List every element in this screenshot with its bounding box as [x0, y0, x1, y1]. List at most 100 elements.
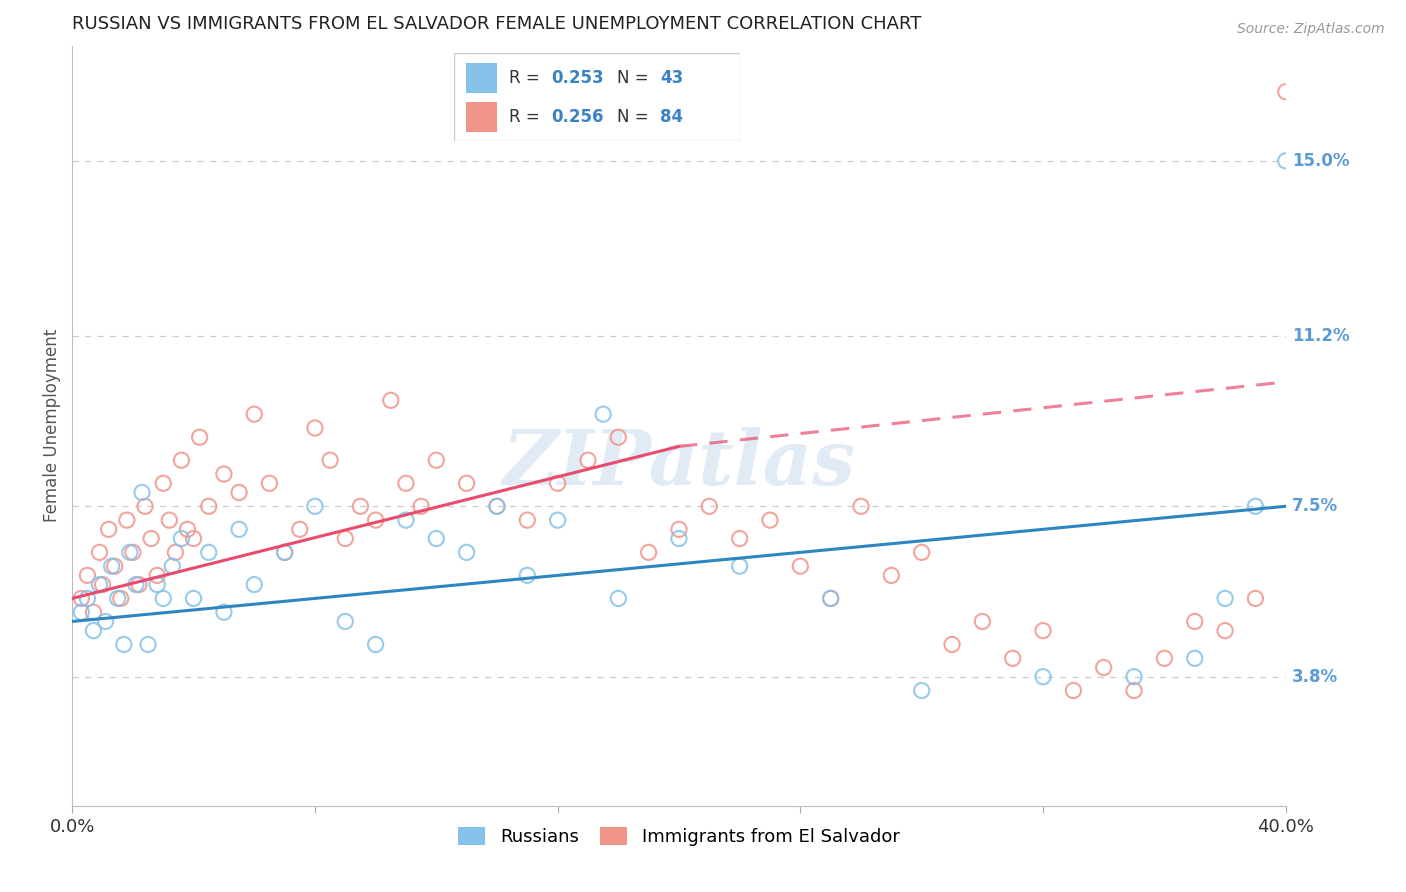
Point: [146, 577, 169, 591]
Point: [319, 453, 342, 467]
Point: [125, 577, 148, 591]
Point: [789, 559, 811, 574]
Point: [176, 522, 198, 536]
Point: [395, 476, 418, 491]
Point: [1213, 624, 1236, 638]
Point: [212, 605, 235, 619]
Point: [1274, 153, 1296, 168]
Point: [76, 591, 98, 606]
Point: [162, 559, 184, 574]
Point: [152, 476, 174, 491]
Point: [1153, 651, 1175, 665]
Point: [849, 500, 872, 514]
Point: [1244, 591, 1267, 606]
Point: [70, 591, 93, 606]
Point: [304, 500, 326, 514]
Point: [820, 591, 842, 606]
Point: [941, 638, 963, 652]
Text: 15.0%: 15.0%: [1292, 152, 1350, 169]
Point: [576, 453, 599, 467]
Point: [112, 638, 135, 652]
Point: [91, 577, 114, 591]
Point: [911, 683, 934, 698]
Point: [100, 559, 122, 574]
Point: [107, 591, 129, 606]
Point: [152, 591, 174, 606]
Point: [228, 485, 250, 500]
Point: [516, 513, 538, 527]
Point: [547, 476, 569, 491]
Point: [1001, 651, 1024, 665]
Point: [592, 407, 614, 421]
Point: [110, 591, 132, 606]
Point: [485, 500, 508, 514]
Point: [607, 430, 630, 444]
Point: [1062, 683, 1084, 698]
Point: [76, 568, 98, 582]
Point: [485, 500, 508, 514]
Point: [183, 532, 205, 546]
Point: [547, 513, 569, 527]
Point: [188, 430, 211, 444]
Point: [1244, 500, 1267, 514]
Point: [335, 615, 357, 629]
Point: [425, 453, 447, 467]
Point: [972, 615, 994, 629]
Point: [456, 545, 478, 559]
Point: [82, 624, 104, 638]
Point: [1123, 683, 1146, 698]
Point: [668, 522, 690, 536]
Point: [134, 500, 156, 514]
Point: [425, 532, 447, 546]
Point: [104, 559, 127, 574]
Point: [304, 421, 326, 435]
Point: [146, 568, 169, 582]
Point: [128, 577, 150, 591]
Point: [349, 500, 371, 514]
Text: 11.2%: 11.2%: [1292, 326, 1350, 345]
Point: [1123, 670, 1146, 684]
Point: [82, 605, 104, 619]
Text: ZIPatlas: ZIPatlas: [502, 426, 856, 500]
Point: [1032, 624, 1054, 638]
Point: [1274, 85, 1296, 99]
Point: [170, 453, 193, 467]
Point: [94, 615, 117, 629]
Point: [228, 522, 250, 536]
Point: [212, 467, 235, 481]
Point: [880, 568, 903, 582]
Point: [1184, 651, 1206, 665]
Point: [197, 545, 219, 559]
Point: [820, 591, 842, 606]
Point: [139, 532, 162, 546]
Point: [364, 638, 387, 652]
Legend: Russians, Immigrants from El Salvador: Russians, Immigrants from El Salvador: [458, 827, 900, 847]
Point: [637, 545, 659, 559]
Point: [380, 393, 402, 408]
Point: [170, 532, 193, 546]
Point: [697, 500, 720, 514]
Point: [273, 545, 295, 559]
Text: 3.8%: 3.8%: [1292, 668, 1339, 686]
Point: [728, 532, 751, 546]
Point: [288, 522, 311, 536]
Point: [136, 638, 159, 652]
Point: [118, 545, 141, 559]
Point: [115, 513, 138, 527]
Point: [183, 591, 205, 606]
Text: RUSSIAN VS IMMIGRANTS FROM EL SALVADOR FEMALE UNEMPLOYMENT CORRELATION CHART: RUSSIAN VS IMMIGRANTS FROM EL SALVADOR F…: [72, 15, 921, 33]
Point: [243, 577, 266, 591]
Point: [1032, 670, 1054, 684]
Point: [273, 545, 295, 559]
Y-axis label: Female Unemployment: Female Unemployment: [44, 329, 60, 523]
Point: [165, 545, 187, 559]
Point: [759, 513, 782, 527]
Point: [243, 407, 266, 421]
Text: Source: ZipAtlas.com: Source: ZipAtlas.com: [1237, 22, 1385, 37]
Point: [516, 568, 538, 582]
Point: [364, 513, 387, 527]
Point: [70, 605, 93, 619]
Point: [411, 500, 433, 514]
Point: [122, 545, 145, 559]
Point: [456, 476, 478, 491]
